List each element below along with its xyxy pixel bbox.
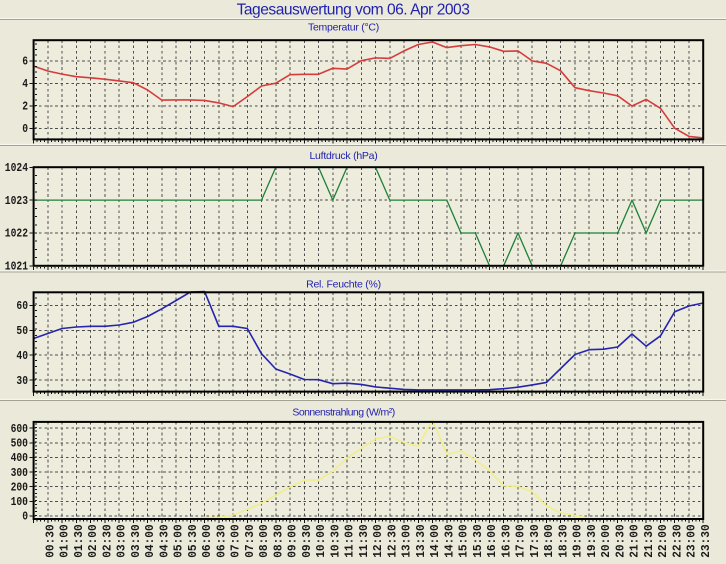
svg-text:20:30: 20:30 [613, 524, 627, 558]
svg-text:06:00: 06:00 [200, 524, 214, 558]
svg-text:1022: 1022 [5, 228, 28, 241]
svg-text:19:30: 19:30 [585, 524, 599, 558]
svg-text:13:00: 13:00 [400, 524, 414, 558]
svg-text:10:00: 10:00 [314, 524, 328, 558]
svg-text:13:30: 13:30 [414, 524, 428, 558]
svg-text:09:30: 09:30 [300, 524, 314, 558]
svg-text:07:00: 07:00 [229, 524, 243, 558]
svg-text:0: 0 [22, 123, 28, 136]
svg-text:17:00: 17:00 [514, 524, 528, 558]
svg-text:23:30: 23:30 [699, 524, 713, 558]
svg-text:07:30: 07:30 [243, 524, 257, 558]
svg-text:60: 60 [16, 300, 28, 313]
svg-text:1024: 1024 [5, 162, 28, 175]
svg-text:12:00: 12:00 [371, 524, 385, 558]
svg-text:03:00: 03:00 [115, 524, 129, 558]
svg-text:06:30: 06:30 [214, 524, 228, 558]
svg-text:02:30: 02:30 [100, 524, 114, 558]
svg-text:0: 0 [22, 511, 28, 524]
svg-text:40: 40 [16, 350, 28, 363]
svg-text:200: 200 [11, 481, 28, 494]
svg-text:03:30: 03:30 [129, 524, 143, 558]
svg-text:23:00: 23:00 [685, 524, 699, 558]
svg-text:18:30: 18:30 [556, 524, 570, 558]
svg-text:14:00: 14:00 [428, 524, 442, 558]
svg-text:04:00: 04:00 [143, 524, 157, 558]
svg-text:09:00: 09:00 [286, 524, 300, 558]
svg-text:15:30: 15:30 [471, 524, 485, 558]
svg-text:11:00: 11:00 [343, 524, 357, 558]
svg-text:05:30: 05:30 [186, 524, 200, 558]
svg-text:22:00: 22:00 [656, 524, 670, 558]
svg-text:100: 100 [11, 496, 28, 509]
svg-text:12:30: 12:30 [385, 524, 399, 558]
svg-text:17:30: 17:30 [528, 524, 542, 558]
svg-text:500: 500 [11, 438, 28, 451]
svg-text:21:30: 21:30 [642, 524, 656, 558]
svg-text:16:30: 16:30 [499, 524, 513, 558]
svg-text:18:00: 18:00 [542, 524, 556, 558]
svg-text:6: 6 [22, 56, 28, 69]
svg-text:22:30: 22:30 [670, 524, 684, 558]
svg-text:Temperatur (°C): Temperatur (°C) [308, 21, 379, 33]
svg-text:04:30: 04:30 [157, 524, 171, 558]
svg-text:30: 30 [16, 375, 28, 388]
svg-text:05:00: 05:00 [172, 524, 186, 558]
svg-text:Tagesauswertung vom 06. Apr 20: Tagesauswertung vom 06. Apr 2003 [237, 2, 470, 19]
svg-text:08:30: 08:30 [271, 524, 285, 558]
svg-text:Rel. Feuchte (%): Rel. Feuchte (%) [306, 278, 381, 290]
svg-text:10:30: 10:30 [328, 524, 342, 558]
svg-text:Luftdruck (hPa): Luftdruck (hPa) [309, 150, 377, 162]
svg-text:01:30: 01:30 [72, 524, 86, 558]
svg-text:21:00: 21:00 [628, 524, 642, 558]
svg-text:2: 2 [22, 101, 28, 114]
svg-text:14:30: 14:30 [442, 524, 456, 558]
svg-text:Sonnenstrahlung (W/m²): Sonnenstrahlung (W/m²) [292, 406, 394, 418]
svg-text:15:00: 15:00 [457, 524, 471, 558]
svg-text:02:00: 02:00 [86, 524, 100, 558]
svg-text:00:30: 00:30 [43, 524, 57, 558]
svg-text:4: 4 [22, 78, 28, 91]
svg-text:600: 600 [11, 423, 28, 436]
svg-text:20:00: 20:00 [599, 524, 613, 558]
svg-text:01:00: 01:00 [58, 524, 72, 558]
svg-text:08:00: 08:00 [257, 524, 271, 558]
svg-text:400: 400 [11, 452, 28, 465]
svg-text:1021: 1021 [5, 261, 28, 274]
svg-text:1023: 1023 [5, 195, 28, 208]
svg-text:16:00: 16:00 [485, 524, 499, 558]
svg-text:50: 50 [16, 325, 28, 338]
svg-text:11:30: 11:30 [357, 524, 371, 558]
svg-text:300: 300 [11, 467, 28, 480]
svg-text:19:00: 19:00 [571, 524, 585, 558]
